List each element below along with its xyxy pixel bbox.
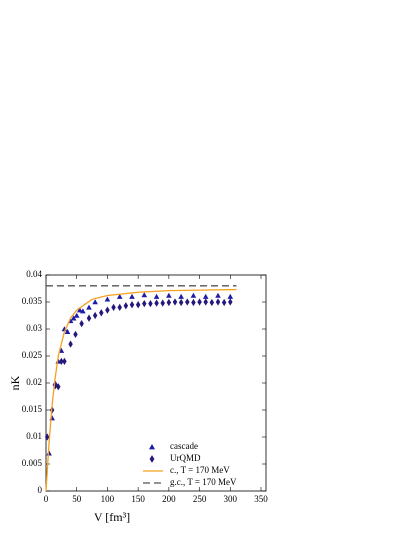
data-point — [44, 433, 50, 441]
data-point — [129, 301, 135, 309]
data-point — [153, 293, 160, 299]
legend-label: g.c., T = 170 MeV — [170, 477, 237, 487]
y-tick-label: 0.015 — [22, 404, 43, 414]
y-tick-label: 0.02 — [26, 377, 42, 387]
legend-marker — [149, 444, 155, 450]
data-point — [197, 298, 202, 306]
data-point — [129, 293, 135, 299]
legend-label: UrQMD — [170, 453, 201, 463]
data-point — [80, 308, 86, 314]
data-point — [166, 298, 172, 307]
data-point — [73, 312, 80, 318]
plot-frame — [45, 274, 267, 492]
data-point — [221, 298, 227, 307]
y-tick-label: 0.04 — [26, 269, 42, 279]
data-point — [166, 292, 172, 298]
x-tick-label: 350 — [254, 494, 268, 504]
data-point — [185, 298, 190, 306]
data-point — [141, 292, 148, 298]
legend-label: cascade — [170, 441, 198, 451]
data-point — [73, 330, 78, 339]
x-axis-label: V [fm³] — [94, 510, 130, 524]
data-point — [215, 298, 221, 306]
data-point — [104, 296, 111, 302]
data-point — [64, 328, 71, 334]
data-point — [79, 319, 84, 328]
data-point — [203, 298, 208, 306]
data-point — [142, 299, 147, 308]
x-tick-label: 0 — [44, 494, 49, 504]
y-tick-label: 0 — [38, 485, 43, 495]
data-point — [68, 340, 73, 348]
data-point — [172, 298, 178, 306]
y-tick-label: 0.01 — [26, 431, 42, 441]
y-axis-label: nK — [8, 375, 22, 390]
data-point — [86, 314, 92, 322]
data-point — [190, 292, 197, 298]
data-point — [49, 415, 55, 421]
x-tick-label: 100 — [101, 494, 115, 504]
data-point — [154, 299, 159, 307]
data-point — [178, 298, 184, 307]
y-tick-label: 0.005 — [22, 458, 43, 468]
data-point — [116, 293, 123, 299]
data-point — [123, 302, 129, 310]
data-point — [160, 299, 165, 307]
data-point — [227, 293, 234, 299]
y-tick-label: 0.035 — [22, 296, 43, 306]
x-tick-label: 150 — [131, 494, 145, 504]
x-tick-label: 300 — [224, 494, 238, 504]
y-tick-label: 0.025 — [22, 350, 43, 360]
data-line — [45, 288, 237, 492]
data-point — [178, 293, 184, 299]
data-point — [148, 299, 153, 308]
legend-marker — [149, 455, 155, 463]
x-tick-label: 50 — [72, 494, 82, 504]
data-point — [70, 315, 77, 321]
data-point — [215, 292, 221, 298]
x-tick-label: 250 — [193, 494, 207, 504]
data-point — [202, 293, 209, 299]
legend-label: c., T = 170 MeV — [170, 465, 230, 475]
data-point — [56, 383, 61, 391]
data-point — [135, 301, 141, 309]
y-tick-label: 0.03 — [26, 323, 42, 333]
x-tick-label: 200 — [162, 494, 176, 504]
data-point — [46, 450, 52, 456]
data-point — [92, 311, 98, 320]
data-point — [59, 357, 64, 366]
data-point — [111, 303, 116, 312]
data-point — [209, 298, 215, 307]
data-point — [86, 304, 92, 310]
data-point — [76, 307, 83, 313]
data-point — [62, 357, 67, 366]
data-point — [191, 298, 196, 307]
data-point — [105, 306, 110, 314]
data-point — [117, 303, 122, 312]
data-point — [92, 299, 98, 305]
data-point — [99, 309, 104, 317]
data-point — [228, 298, 233, 306]
